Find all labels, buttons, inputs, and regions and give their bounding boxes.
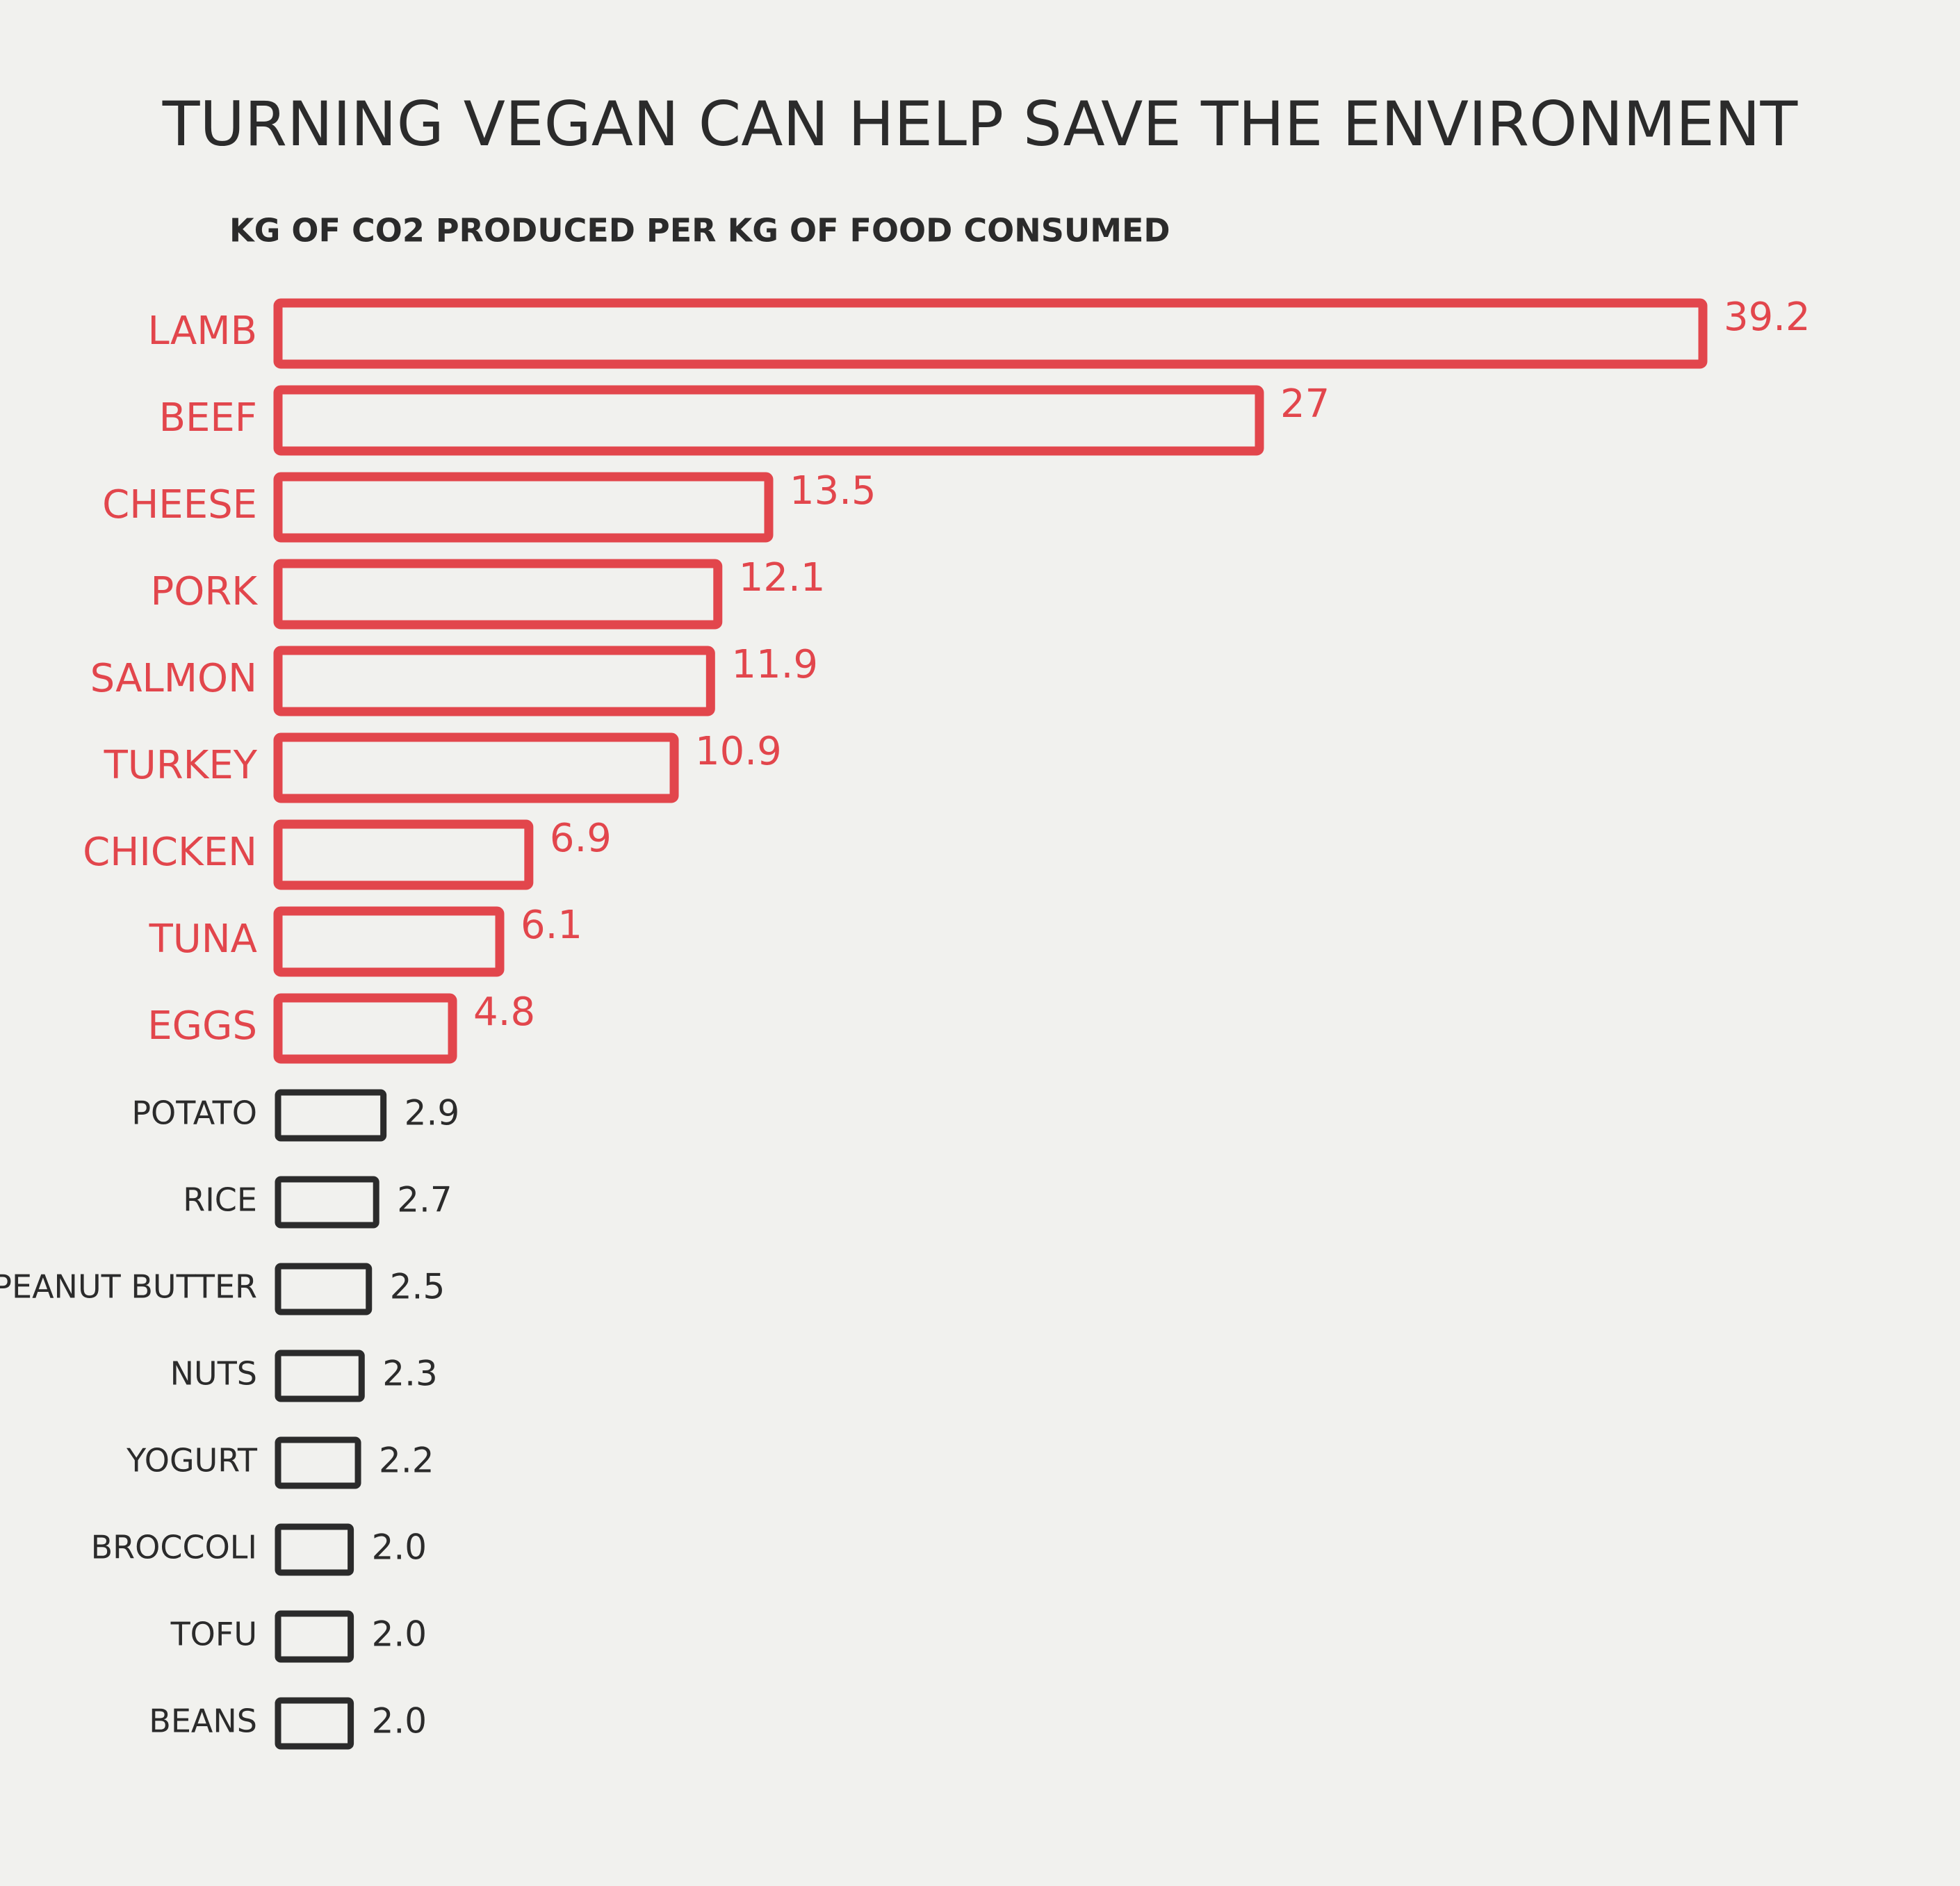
value-label: 2.3 xyxy=(382,1354,438,1394)
bar xyxy=(273,819,534,890)
value-label: 2.0 xyxy=(372,1527,427,1568)
bar xyxy=(275,1697,354,1750)
value-label: 27 xyxy=(1280,382,1330,427)
bar xyxy=(275,1350,365,1402)
value-label: 4.8 xyxy=(473,990,535,1035)
value-label: 12.1 xyxy=(739,555,826,600)
category-label: EGGS xyxy=(147,1003,257,1049)
bar xyxy=(273,993,457,1064)
category-label: NUTS xyxy=(170,1355,257,1393)
value-label: 2.7 xyxy=(397,1180,452,1220)
value-label: 39.2 xyxy=(1724,295,1811,340)
category-label: POTATO xyxy=(131,1094,257,1132)
category-label: YOGURT xyxy=(126,1442,258,1479)
bar xyxy=(273,385,1264,456)
category-label: BROCCOLI xyxy=(91,1529,257,1566)
bar xyxy=(273,298,1708,369)
bar xyxy=(275,1610,354,1663)
chart-title: TURNING VEGAN CAN HELP SAVE THE ENVIRONM… xyxy=(162,88,1799,160)
value-label: 11.9 xyxy=(731,642,818,687)
category-label: SALMON xyxy=(90,656,257,701)
category-label: PEANUT BUTTER xyxy=(0,1268,257,1306)
category-label: TUNA xyxy=(149,917,257,962)
value-label: 2.0 xyxy=(372,1701,427,1741)
category-label: BEANS xyxy=(149,1703,257,1740)
value-label: 2.5 xyxy=(390,1267,446,1307)
bar xyxy=(273,732,679,803)
category-label: CHEESE xyxy=(102,482,257,527)
category-label: TOFU xyxy=(170,1616,257,1653)
bar xyxy=(275,1089,387,1142)
bar xyxy=(275,1523,354,1576)
category-label: RICE xyxy=(183,1181,257,1219)
bar xyxy=(273,646,715,716)
category-label: LAMB xyxy=(147,309,257,354)
value-label: 10.9 xyxy=(695,729,782,774)
value-label: 2.0 xyxy=(372,1614,427,1655)
bar xyxy=(273,906,505,977)
bar xyxy=(275,1176,379,1229)
value-label: 2.2 xyxy=(379,1441,434,1481)
category-label: TURKEY xyxy=(104,743,258,788)
bar xyxy=(275,1436,361,1489)
category-label: BEEF xyxy=(159,395,257,441)
chart-subtitle: KG OF CO2 PRODUCED PER KG OF FOOD CONSUM… xyxy=(229,212,1170,249)
bar xyxy=(275,1263,373,1315)
bar xyxy=(273,472,774,543)
value-label: 13.5 xyxy=(790,468,876,514)
category-label: PORK xyxy=(151,569,259,614)
value-label: 6.1 xyxy=(521,903,582,948)
bar xyxy=(273,559,723,630)
value-label: 2.9 xyxy=(405,1093,460,1133)
value-label: 6.9 xyxy=(550,816,612,861)
category-label: CHICKEN xyxy=(83,830,257,875)
